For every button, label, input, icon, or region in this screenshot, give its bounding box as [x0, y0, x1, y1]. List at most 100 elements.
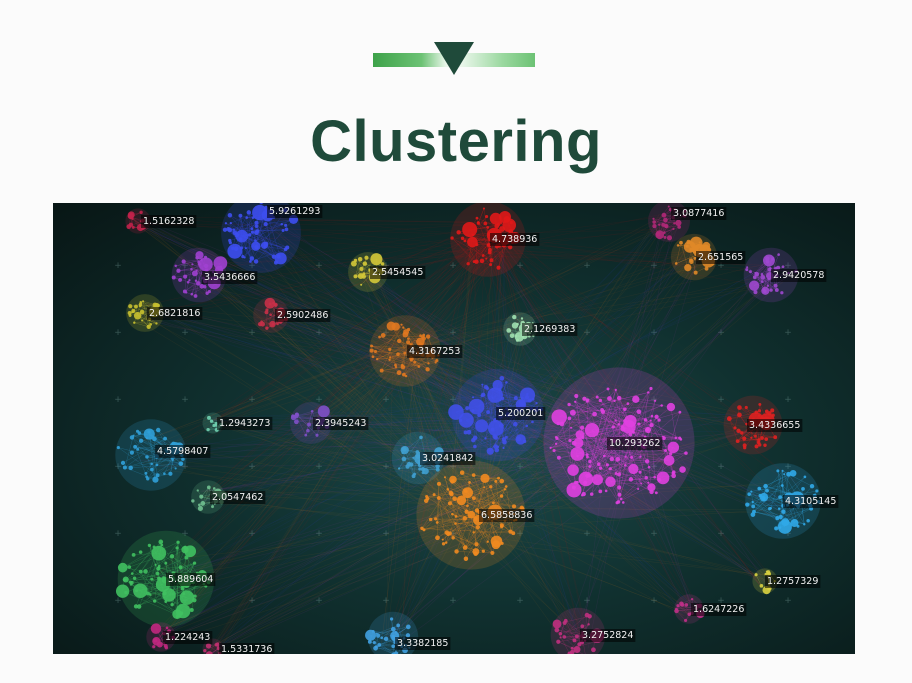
graph-node [656, 471, 670, 485]
graph-node [371, 355, 375, 359]
graph-edge [215, 427, 604, 467]
graph-edge [206, 400, 495, 500]
cluster-label: 1.224243 [165, 632, 210, 643]
cluster-edge [451, 237, 484, 256]
graph-edge [186, 352, 391, 566]
graph-edge [359, 264, 487, 397]
graph-node [673, 222, 676, 225]
graph-node [477, 413, 482, 418]
cluster-edge [616, 447, 674, 503]
cluster-label-background [313, 417, 369, 430]
cluster-edge [438, 497, 447, 543]
graph-node [639, 455, 642, 458]
cluster-edge [751, 491, 786, 528]
cluster-edge [578, 442, 664, 479]
graph-node [380, 636, 384, 640]
grid-plus-mark: + [449, 328, 457, 338]
cluster-edge [493, 502, 523, 510]
graph-edge [405, 211, 676, 360]
graph-node [141, 319, 144, 322]
graph-edge [489, 227, 771, 577]
cluster-edge [293, 417, 310, 425]
graph-edge [313, 223, 476, 419]
graph-node [660, 404, 663, 407]
graph-node [754, 573, 758, 577]
graph-edge [301, 365, 408, 426]
graph-node [657, 477, 662, 482]
graph-node [744, 405, 748, 410]
cluster-edge [448, 533, 477, 545]
graph-node [781, 265, 785, 269]
graph-edge [143, 221, 413, 354]
graph-edge [403, 256, 689, 355]
graph-edge [634, 441, 693, 612]
graph-edge [147, 303, 487, 506]
graph-node [616, 395, 622, 401]
graph-node [693, 270, 698, 275]
cluster-edge [398, 437, 422, 469]
graph-edge [495, 281, 784, 528]
graph-node [733, 426, 737, 430]
graph-node [690, 597, 694, 601]
graph-edge [398, 262, 773, 351]
grid-plus-mark: + [516, 261, 524, 271]
cluster-edge [588, 397, 620, 476]
graph-node [592, 474, 603, 486]
graph-edge [195, 269, 515, 423]
graph-node [203, 255, 208, 259]
cluster-label: 6.5858836 [481, 510, 532, 521]
graph-edge [516, 405, 748, 416]
graph-edge [172, 356, 405, 600]
graph-node [661, 222, 666, 227]
cluster-edge [378, 628, 394, 636]
graph-edge [420, 404, 499, 448]
graph-edge [200, 436, 632, 492]
cluster-edge [183, 259, 202, 262]
cluster-edge [664, 222, 679, 238]
cluster-edge [426, 496, 457, 517]
graph-edge [387, 335, 693, 616]
graph-node [196, 489, 199, 492]
graph-edge [497, 228, 670, 234]
graph-edge [401, 491, 480, 634]
cluster-label-background [267, 205, 323, 218]
graph-node [130, 572, 134, 575]
graph-node [614, 419, 617, 422]
cluster-edge [486, 245, 504, 259]
graph-edge [504, 420, 642, 439]
graph-node [757, 438, 761, 442]
graph-node [654, 414, 659, 419]
graph-node [471, 496, 476, 501]
graph-node [531, 420, 534, 424]
graph-node [674, 262, 678, 265]
cluster-label: 4.3105145 [785, 496, 836, 507]
cluster-edge [241, 219, 294, 237]
graph-node [481, 392, 486, 397]
graph-edge [316, 428, 464, 537]
graph-edge [160, 464, 465, 537]
graph-edge [141, 227, 484, 465]
cluster-edge [379, 638, 395, 646]
graph-node [649, 419, 652, 422]
graph-node [496, 265, 501, 270]
cluster-edge [576, 420, 617, 483]
grid-plus-mark: + [315, 529, 323, 539]
graph-edge [397, 351, 574, 623]
graph-node [463, 556, 469, 561]
graph-edge [212, 242, 485, 420]
graph-node [396, 370, 402, 376]
graph-node [585, 398, 590, 402]
graph-edge [459, 539, 768, 576]
cluster-label: 2.1269383 [524, 324, 575, 335]
graph-edge [320, 231, 491, 425]
cluster-edge [485, 387, 497, 451]
graph-edge [154, 367, 411, 634]
cluster-edge [178, 268, 192, 271]
graph-edge [616, 278, 777, 434]
graph-node [163, 472, 166, 475]
graph-node [637, 487, 640, 491]
graph-edge [403, 345, 425, 448]
graph-node [598, 466, 603, 470]
graph-node [134, 304, 138, 309]
graph-edge [512, 413, 767, 506]
